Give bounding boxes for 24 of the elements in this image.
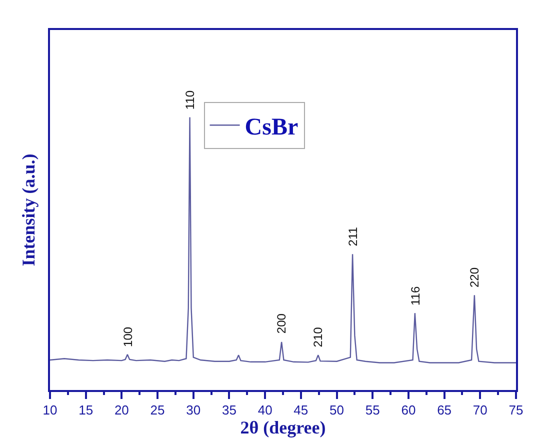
y-axis-title: Intensity (a.u.) [18,154,39,266]
annotation: 116 [408,286,422,306]
x-tick-label: 60 [401,402,416,418]
x-tick-label: 55 [365,402,380,418]
annotation: 211 [346,226,360,246]
x-tick-label: 15 [78,402,94,418]
annotation: 200 [274,313,289,334]
x-tick-label: 75 [508,402,524,418]
annotation: 210 [311,326,326,348]
x-tick-label: 25 [150,402,165,418]
x-tick-label: 65 [437,402,452,418]
x-tick-label: 50 [330,402,344,418]
x-tick-label: 45 [294,402,308,418]
x-tick-label: 35 [222,402,236,418]
annotation: 110 [183,90,198,110]
x-tick-label: 20 [114,402,129,418]
legend-label: CsBr [244,114,298,140]
annotation: 100 [120,326,135,347]
x-tick-label: 10 [42,402,58,418]
x-tick-label: 30 [186,402,201,418]
annotation: 220 [467,267,482,288]
x-axis-title: 2θ (degree) [240,418,326,438]
x-tick-label: 70 [472,402,488,418]
x-tick-label: 40 [258,402,272,418]
